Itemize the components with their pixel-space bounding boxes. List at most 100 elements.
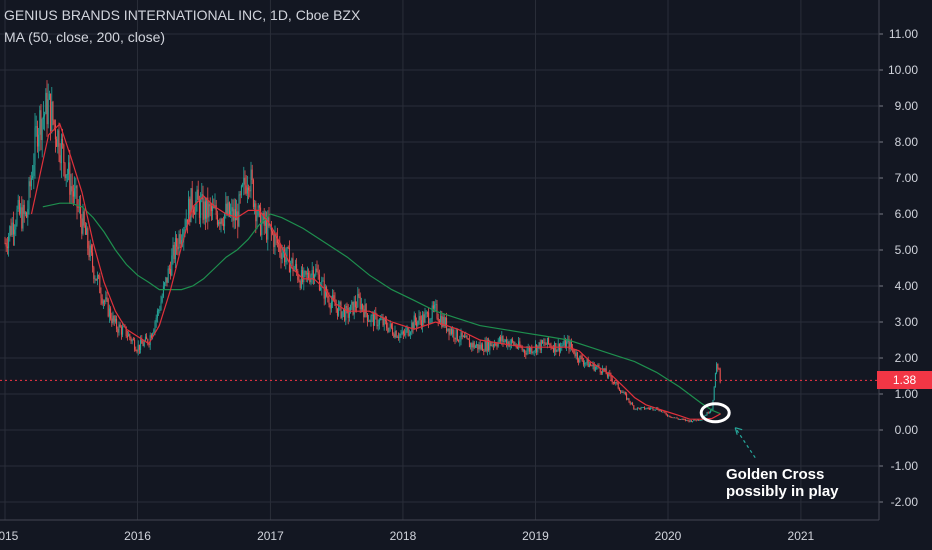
candle-body: [472, 342, 474, 348]
candle-body: [142, 343, 144, 346]
candle-body: [152, 333, 154, 338]
candle-body: [629, 401, 631, 404]
annotation-line-1: Golden Cross: [726, 466, 825, 483]
candle-body: [318, 274, 320, 291]
candle-body: [616, 382, 618, 383]
candle-body: [24, 212, 26, 214]
candle-body: [120, 327, 122, 335]
candle-body: [231, 207, 233, 212]
candle-body: [573, 349, 575, 354]
candle-body: [311, 270, 313, 276]
candle-body: [267, 217, 269, 240]
candle-body: [143, 341, 145, 346]
candle-body: [222, 223, 224, 227]
candle-body: [683, 419, 685, 421]
candle-body: [406, 327, 408, 331]
candle-body: [392, 327, 394, 335]
candle-body: [693, 419, 695, 422]
candle-body: [443, 316, 445, 327]
candle-body: [660, 410, 662, 412]
candle-body: [170, 268, 172, 276]
candle-body: [614, 382, 616, 384]
candle-body: [695, 420, 697, 422]
candle-body: [370, 316, 372, 322]
candle-body: [670, 416, 672, 418]
candle-body: [467, 338, 469, 340]
candle-body: [716, 363, 718, 373]
candle-body: [612, 382, 614, 383]
candle-body: [574, 353, 576, 357]
candle-body: [516, 346, 518, 348]
candle-body: [454, 337, 456, 340]
candle-body: [440, 316, 442, 323]
candle-body: [633, 405, 635, 409]
x-tick-label: 2019: [522, 529, 549, 543]
candle-body: [70, 186, 72, 195]
candle-body: [165, 277, 167, 283]
candle-body: [77, 207, 79, 208]
y-tick-label: 0.00: [895, 423, 919, 437]
candle-body: [102, 301, 104, 304]
candle-body: [6, 246, 8, 249]
candle-body: [22, 204, 24, 229]
candle-body: [168, 268, 170, 270]
candle-body: [196, 189, 198, 201]
candle-body: [158, 310, 160, 312]
candle-body: [417, 320, 419, 326]
candle-body: [270, 224, 272, 232]
candle-body: [28, 181, 30, 209]
x-tick-label: 2015: [0, 529, 19, 543]
candle-body: [488, 339, 490, 351]
candle-body: [252, 180, 254, 207]
candle-body: [365, 304, 367, 314]
candle-body: [496, 345, 498, 347]
candle-body: [491, 344, 493, 346]
candle-body: [369, 320, 371, 322]
candle-body: [42, 116, 44, 120]
candle-body: [429, 322, 431, 324]
candle-body: [306, 272, 308, 275]
candle-body: [45, 92, 47, 114]
candle-body: [101, 298, 103, 304]
candle-body: [603, 368, 605, 371]
candle-body: [492, 344, 494, 346]
candle-body: [218, 221, 220, 225]
candle-body: [110, 308, 112, 319]
candle-body: [474, 345, 476, 348]
candle-body: [347, 307, 349, 318]
candle-body: [590, 364, 592, 366]
y-tick-label: 1.00: [895, 387, 919, 401]
candle-body: [138, 344, 140, 350]
candle-body: [279, 243, 281, 253]
candle-body: [533, 350, 535, 352]
candle-body: [446, 317, 448, 331]
candle-body: [552, 347, 554, 352]
candle-body: [39, 110, 41, 135]
candle-body: [336, 308, 338, 316]
candle-body: [227, 202, 229, 215]
candle-body: [387, 327, 389, 332]
candle-body: [677, 418, 679, 420]
candle-body: [230, 211, 232, 216]
candle-body: [687, 419, 689, 421]
candle-body: [459, 340, 461, 342]
candle-body: [587, 358, 589, 368]
candle-body: [507, 341, 509, 346]
candle-body: [50, 93, 52, 132]
candle-body: [224, 213, 226, 227]
candle-body: [176, 238, 178, 247]
ma50-line: [30, 122, 721, 420]
candle-body: [250, 169, 252, 192]
candle-body: [676, 417, 678, 419]
candle-body: [441, 316, 443, 327]
candle-body: [189, 198, 191, 223]
candle-body: [545, 344, 547, 346]
candle-body: [462, 336, 464, 337]
candle-body: [658, 409, 660, 412]
candle-body: [570, 341, 572, 348]
candle-body: [600, 371, 602, 374]
candle-body: [438, 320, 440, 323]
candle-body: [624, 392, 626, 394]
candle-body: [698, 419, 700, 421]
candle-body: [268, 217, 270, 226]
